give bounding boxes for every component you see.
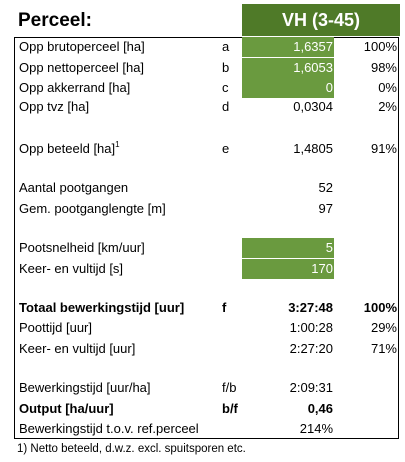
pct: 29%	[370, 320, 397, 335]
label: Gem. pootganglengte [m]	[19, 201, 166, 216]
row: Opp nettoperceel [ha] b 1,6053 98%	[0, 58, 405, 78]
row: Output [ha/uur] b/f 0,46	[0, 399, 405, 419]
value: 1:00:28	[289, 320, 333, 335]
title: Perceel:	[18, 10, 92, 31]
pct: 71%	[370, 341, 397, 356]
pct: 0%	[378, 80, 397, 95]
label: Pootsnelheid [km/uur]	[19, 240, 145, 255]
row: Aantal pootgangen 52	[0, 178, 405, 198]
input-cell	[242, 78, 334, 98]
value: 2:09:31	[289, 380, 333, 395]
label: Opp akkerrand [ha]	[19, 80, 131, 95]
input-cell	[242, 37, 334, 57]
row: Poottijd [uur] 1:00:28 29%	[0, 318, 405, 338]
label: Poottijd [uur]	[19, 320, 92, 335]
pct: 100%	[363, 39, 397, 54]
row: Keer- en vultijd [s] 170	[0, 259, 405, 279]
value: 5	[325, 240, 333, 255]
value: 0,0304	[293, 99, 333, 114]
label: Totaal bewerkingstijd [uur]	[19, 300, 185, 315]
value: 1,4805	[293, 141, 333, 156]
code: b	[222, 60, 230, 75]
row: Opp beteeld [ha]1 e 1,4805 91%	[0, 139, 405, 159]
code: f/b	[222, 380, 237, 395]
value: 0	[325, 80, 333, 95]
pct: 2%	[378, 99, 397, 114]
row: Totaal bewerkingstijd [uur] f 3:27:48 10…	[0, 298, 405, 318]
code: f	[222, 300, 227, 315]
pct: 91%	[370, 141, 397, 156]
value: 170	[311, 261, 333, 276]
row: Keer- en vultijd [uur] 2:27:20 71%	[0, 339, 405, 359]
label-text: Opp beteeld [ha]	[19, 141, 116, 156]
value: 52	[318, 180, 333, 195]
row: Bewerkingstijd [uur/ha] f/b 2:09:31	[0, 378, 405, 398]
footnote-mark: 1	[115, 140, 120, 149]
label: Opp beteeld [ha]1	[19, 139, 120, 159]
pct: 98%	[370, 60, 397, 75]
row: Pootsnelheid [km/uur] 5	[0, 238, 405, 258]
value: 1,6053	[293, 60, 333, 75]
value: 97	[318, 201, 333, 216]
input-cell	[242, 259, 334, 279]
label: Keer- en vultijd [uur]	[19, 341, 136, 356]
label: Bewerkingstijd [uur/ha]	[19, 380, 151, 395]
code: e	[222, 141, 230, 156]
value: 0,46	[307, 401, 333, 416]
label: Aantal pootgangen	[19, 180, 129, 195]
label: Opp brutoperceel [ha]	[19, 39, 145, 54]
code: c	[222, 80, 229, 95]
code: b/f	[222, 401, 238, 416]
value: 2:27:20	[289, 341, 333, 356]
row: Opp akkerrand [ha] c 0 0%	[0, 78, 405, 98]
table-border	[14, 37, 399, 439]
label: Opp nettoperceel [ha]	[19, 60, 145, 75]
label: Keer- en vultijd [s]	[19, 261, 124, 276]
code: d	[222, 99, 230, 114]
field-header: VH (3-45)	[242, 4, 400, 36]
label: Opp tvz [ha]	[19, 99, 90, 114]
label: Output [ha/uur]	[19, 401, 114, 416]
footnote: 1) Netto beteeld, d.w.z. excl. spuitspor…	[17, 443, 246, 455]
row: Opp brutoperceel [ha] a 1,6357 100%	[0, 37, 405, 57]
input-cell	[242, 238, 334, 258]
value: 1,6357	[293, 39, 333, 54]
row: Gem. pootganglengte [m] 97	[0, 199, 405, 219]
row: Opp tvz [ha] d 0,0304 2%	[0, 97, 405, 117]
pct: 100%	[363, 300, 397, 315]
row: Bewerkingstijd t.o.v. ref.perceel 214%	[0, 419, 405, 439]
label: Bewerkingstijd t.o.v. ref.perceel	[19, 421, 199, 436]
input-cell	[242, 58, 334, 78]
code: a	[222, 39, 230, 54]
value: 214%	[299, 421, 333, 436]
value: 3:27:48	[288, 300, 333, 315]
